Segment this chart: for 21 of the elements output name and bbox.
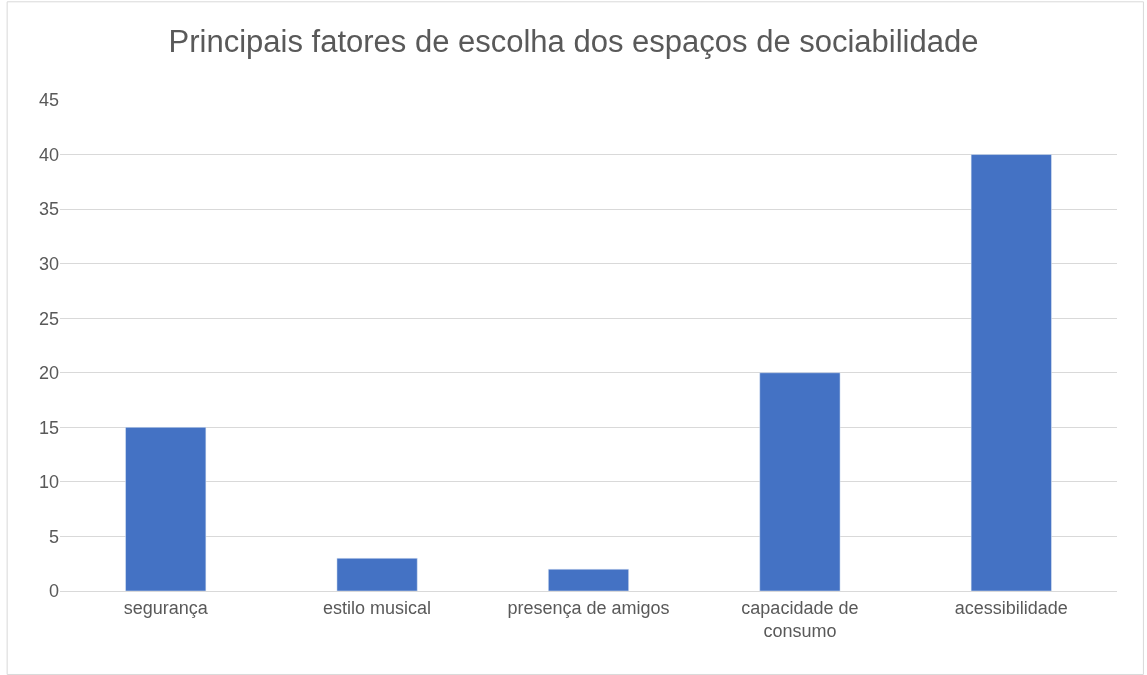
y-tick-label: 25 [38,308,59,329]
bar [759,372,841,591]
y-tick-label: 35 [38,199,59,220]
y-tick-label: 45 [38,90,59,111]
y-tick-label: 40 [38,144,59,165]
x-tick-label: segurança [123,597,209,618]
bar [970,154,1052,591]
y-tick-label: 20 [38,363,59,384]
x-tick-label: estilo musical [323,597,432,618]
y-tick-label: 0 [48,581,59,602]
y-tick-label: 30 [38,253,59,274]
x-tick-label: presença de amigos [507,597,670,618]
x-tick-label: capacidade de consumo [741,597,859,642]
bar [336,558,418,591]
y-tick-label: 5 [48,526,59,547]
bar [548,568,629,591]
y-tick-label: 10 [38,472,59,493]
x-tick-label: acessibilidade [954,597,1068,618]
bar [125,427,207,591]
y-tick-label: 15 [38,417,59,438]
chart-title: Principais fatores de escolha dos espaços de sociabilidade [168,24,979,60]
